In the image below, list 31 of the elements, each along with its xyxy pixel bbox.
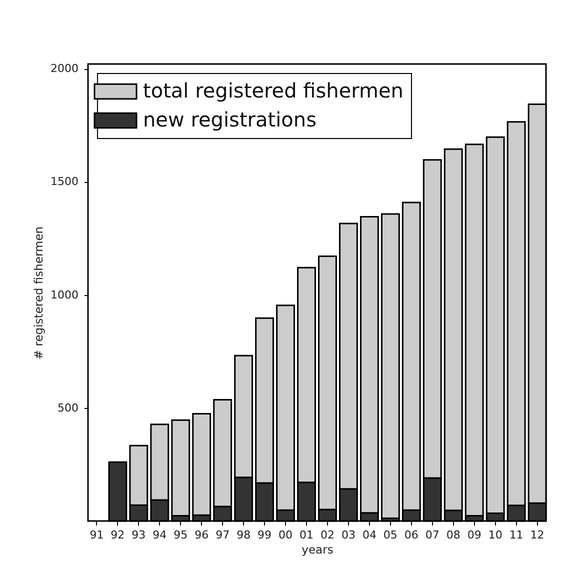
x-tick-label: 91 <box>90 528 104 542</box>
x-tick-label: 02 <box>320 528 334 542</box>
y-tick-label: 1500 <box>50 175 78 188</box>
x-tick-label: 00 <box>278 528 293 542</box>
y-tick-label: 2000 <box>50 62 78 76</box>
x-axis-title: years <box>302 542 334 556</box>
x-tick-label: 04 <box>362 528 376 542</box>
x-tick-label: 09 <box>467 528 482 542</box>
legend-label: total registered fishermen <box>143 78 404 102</box>
x-tick-label: 97 <box>216 528 230 542</box>
x-tick-label: 01 <box>300 528 314 542</box>
x-tick-label: 95 <box>174 528 188 542</box>
x-tick-label: 10 <box>488 528 502 542</box>
legend-label: new registrations <box>143 108 317 132</box>
x-tick-label: 12 <box>530 528 544 542</box>
x-tick-label: 05 <box>383 528 398 542</box>
y-tick-label: 1000 <box>50 288 78 302</box>
x-tick-label: 93 <box>132 528 146 542</box>
x-tick-label: 03 <box>341 528 356 542</box>
x-tick-label: 99 <box>258 528 272 542</box>
y-tick-label: 500 <box>58 401 78 414</box>
x-tick-label: 94 <box>152 528 167 542</box>
x-tick-label: 07 <box>425 528 440 542</box>
x-tick-label: 98 <box>236 528 251 542</box>
x-tick-label: 08 <box>446 528 460 542</box>
x-tick-label: 92 <box>110 528 125 542</box>
bar <box>380 213 400 520</box>
x-tick-label: 11 <box>509 528 524 542</box>
x-tick-label: 96 <box>194 528 209 542</box>
y-axis-title: # registered fishermen <box>32 226 46 360</box>
x-tick-label: 06 <box>404 528 418 542</box>
